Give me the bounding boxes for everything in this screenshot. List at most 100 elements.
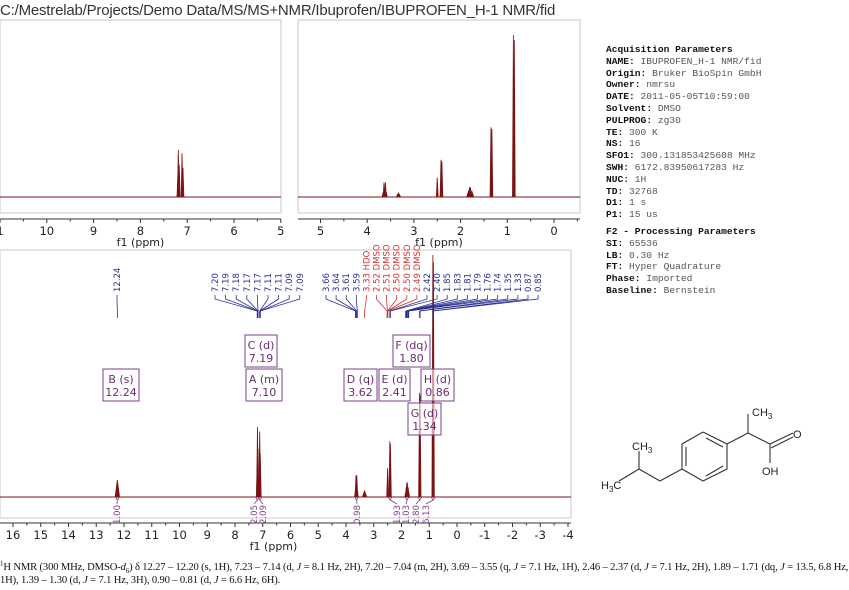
peak-label: 7.18	[232, 273, 242, 292]
peak-label: 2.51 DMSO	[383, 244, 393, 292]
x-tick-label: 4	[364, 224, 371, 238]
acquisition-param: TE: 300 K	[606, 127, 761, 139]
peak-label: 12.24	[113, 268, 123, 292]
param-key: Origin	[606, 67, 641, 79]
multiplet-frame	[343, 368, 378, 402]
spectrum-peak	[451, 127, 453, 197]
x-tick-label: 8	[231, 528, 238, 542]
param-key: FT	[606, 261, 618, 273]
multiplet-frame	[378, 368, 411, 402]
processing-param: LB: 0.30 Hz	[606, 250, 761, 262]
param-separator: :	[629, 55, 641, 67]
multiplet-box: C (d)7.19	[244, 334, 278, 368]
caption-segment: = 6.6 Hz, 6H).	[218, 575, 281, 586]
multiplet-label: H (d)	[424, 373, 451, 386]
param-separator: :	[617, 197, 630, 209]
acquisition-param: DATE: 2011-05-05T10:59:00	[606, 91, 761, 103]
ch3-label: CH3	[752, 407, 773, 421]
x-tick-label: 5	[277, 224, 284, 238]
spectrum-peak	[218, 165, 220, 197]
x-tick-label: 5	[315, 528, 322, 542]
integral-connector	[405, 499, 408, 505]
multiplet-label: D (q)	[347, 373, 375, 386]
peak-label-connector	[406, 295, 468, 318]
ch3-label-left: CH3	[632, 441, 653, 455]
peak-label: 1.74	[494, 273, 504, 292]
param-separator: :	[617, 261, 630, 273]
x-tick-label: 9	[90, 224, 97, 238]
integral-value: 2.09	[259, 505, 269, 524]
spectrum-peak	[343, 192, 345, 197]
param-key: TE	[606, 126, 618, 138]
integral-connector	[389, 499, 398, 505]
peak-label: 7.17	[253, 273, 263, 292]
acquisition-param: TD: 32768	[606, 186, 761, 198]
spectrum-peak	[401, 160, 403, 197]
x-tick-label: 5	[317, 224, 324, 238]
param-key: DATE	[606, 91, 630, 103]
spectrum-peak	[428, 191, 430, 197]
param-separator: :	[629, 91, 641, 103]
peak-label: 2.42	[423, 273, 433, 292]
processing-param: Phase: Imported	[606, 273, 761, 285]
param-value: DMSO	[657, 102, 681, 114]
multiplet-frame	[407, 402, 442, 436]
spectrum-peak	[217, 178, 219, 197]
spectrum-peak	[418, 395, 422, 498]
integral-value: 2.80	[412, 505, 422, 524]
integral-connector	[425, 499, 434, 505]
acquisition-param: SWH: 6172.83950617283 Hz	[606, 162, 761, 174]
multiplet-shift: 7.19	[249, 352, 274, 365]
peak-label-connector	[355, 295, 358, 318]
param-key: PULPROG	[606, 114, 647, 126]
multiplet-frame	[245, 368, 283, 402]
processing-param: Baseline: Bernstein	[606, 285, 761, 297]
spectrum-peak	[386, 467, 389, 498]
spectrum-peak	[402, 161, 404, 197]
spectrum-peak	[490, 128, 494, 198]
peak-label: 2.40	[433, 273, 443, 292]
peak-label: 7.11	[275, 273, 285, 292]
x-tick-label: 16	[6, 528, 21, 542]
peak-label: 0.85	[534, 273, 544, 292]
spectrum-panel-1	[217, 34, 580, 198]
param-key: Baseline	[606, 284, 653, 296]
param-key: Solvent	[606, 102, 647, 114]
multiplet-box: D (q)3.62	[343, 368, 378, 402]
acquisition-param: NS: 16	[606, 138, 761, 150]
peak-label: 0.87	[524, 273, 534, 292]
multiplet-shift: 3.62	[348, 386, 373, 399]
x-tick-label: 2	[457, 224, 464, 238]
param-value: 15 us	[629, 209, 658, 221]
peak-labels: 12.24 7.20 7.19 7.18 7.17 7.17 7.11 7.11 7.09 7.0…	[113, 244, 544, 318]
peak-label-connector	[246, 295, 259, 318]
acquisition-param: SFO1: 300.131853425608 MHz	[606, 150, 761, 162]
param-value: 300.131853425608 MHz	[640, 150, 756, 162]
spectrum-peak	[258, 453, 262, 498]
acquisition-param: P1: 15 us	[606, 209, 761, 221]
peak-label: 2.49 DMSO	[413, 244, 423, 292]
integral-value: 2.05	[250, 505, 260, 524]
peak-label: 1.83	[453, 273, 463, 292]
spectrum-peak	[114, 480, 120, 498]
peak-label-connector	[364, 295, 367, 318]
peak-label: 2.50 DMSO	[393, 244, 403, 292]
caption-segment: J	[296, 562, 302, 573]
x-tick-label: 10	[172, 528, 187, 542]
nmr-description-caption: 1H NMR (300 MHz, DMSO-d6) δ 12.27 – 12.2…	[0, 560, 849, 587]
x-tick-label: 0	[453, 528, 460, 542]
peak-label: 1.81	[463, 273, 473, 292]
peak-label: 2.52 DMSO	[373, 244, 383, 292]
multiplet-shift: 0.86	[425, 386, 450, 399]
x-tick-label: 0	[550, 224, 557, 238]
processing-header: F2 - Processing Parameters	[606, 225, 756, 237]
param-value: 16	[629, 138, 641, 150]
peak-label-connector	[335, 295, 357, 318]
multiplet-label: C (d)	[248, 339, 275, 352]
x-tick-label: 7	[184, 224, 191, 238]
multiplet-frame	[102, 368, 140, 402]
acquisition-param: Origin: Bruker BioSpin GmbH	[606, 68, 761, 80]
multiplet-shift: 2.41	[382, 386, 407, 399]
peak-label-connector	[406, 295, 478, 318]
